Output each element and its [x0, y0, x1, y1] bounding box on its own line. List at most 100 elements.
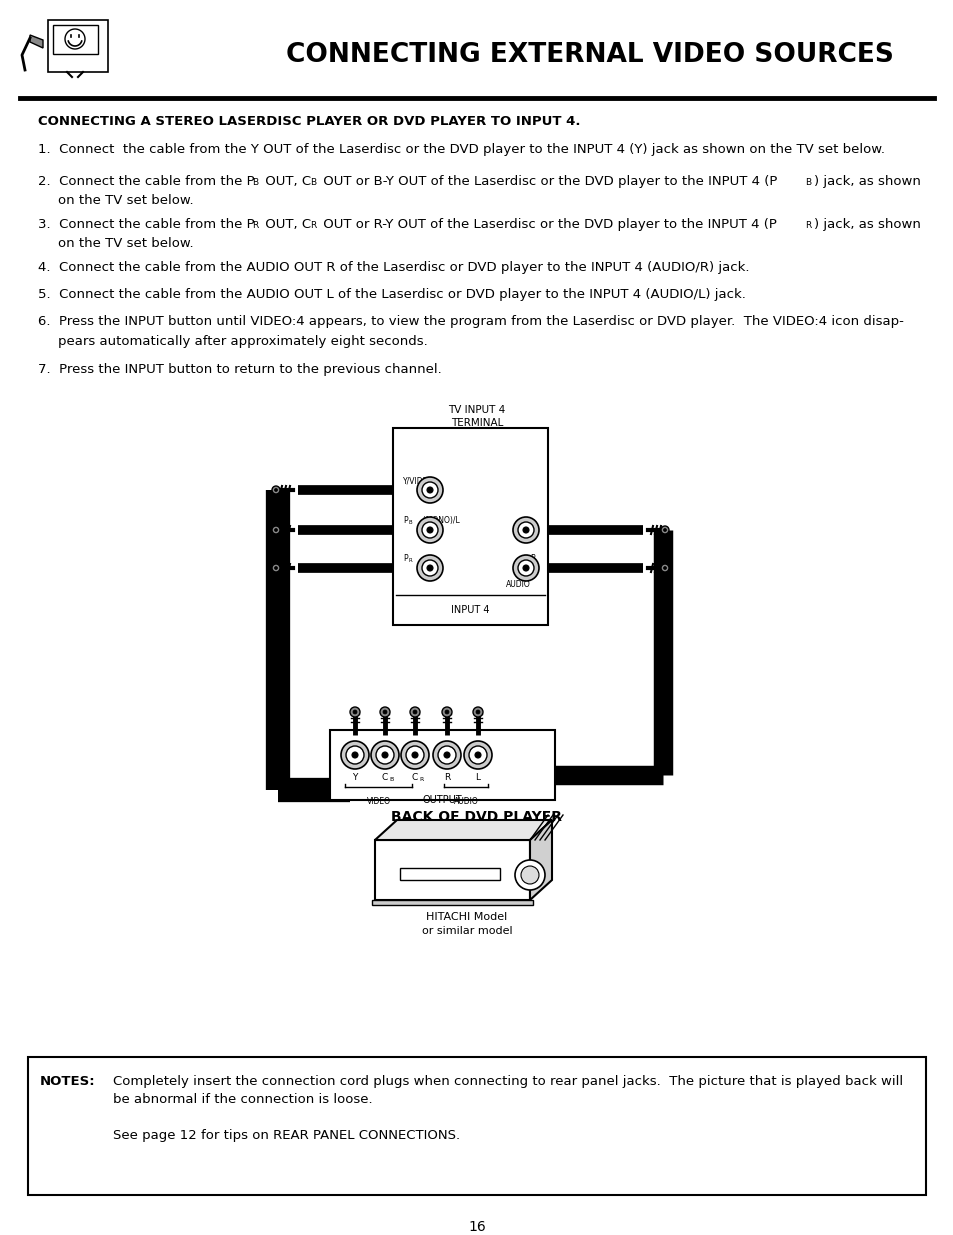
Circle shape: [476, 710, 479, 714]
Polygon shape: [30, 35, 43, 48]
Circle shape: [412, 752, 417, 758]
Circle shape: [441, 706, 452, 718]
Text: R: R: [443, 773, 450, 782]
Text: B: B: [389, 777, 393, 782]
Text: 5.  Connect the cable from the AUDIO OUT L of the Laserdisc or DVD player to the: 5. Connect the cable from the AUDIO OUT …: [38, 288, 745, 301]
Text: 6.  Press the INPUT button until VIDEO:4 appears, to view the program from the L: 6. Press the INPUT button until VIDEO:4 …: [38, 315, 902, 329]
Circle shape: [416, 477, 442, 503]
Circle shape: [65, 28, 85, 49]
Circle shape: [522, 564, 529, 571]
Text: P: P: [402, 555, 407, 563]
Circle shape: [421, 482, 437, 498]
Text: OUT, C: OUT, C: [261, 219, 311, 231]
Text: VIDEO: VIDEO: [366, 797, 390, 806]
Text: OUT, C: OUT, C: [261, 175, 311, 188]
Circle shape: [662, 529, 666, 531]
Text: on the TV set below.: on the TV set below.: [58, 237, 193, 249]
Circle shape: [416, 555, 442, 580]
Bar: [28, 1057, 925, 1195]
Polygon shape: [530, 820, 552, 900]
Circle shape: [371, 741, 398, 769]
Polygon shape: [375, 820, 552, 840]
Circle shape: [406, 746, 423, 764]
Text: OUT or R-Y OUT of the Laserdisc or the DVD player to the INPUT 4 (P: OUT or R-Y OUT of the Laserdisc or the D…: [318, 219, 776, 231]
Text: AUDIO: AUDIO: [505, 580, 530, 589]
Text: 2.  Connect the cable from the P: 2. Connect the cable from the P: [38, 175, 254, 188]
Text: INPUT 4: INPUT 4: [451, 605, 489, 615]
Text: R: R: [804, 221, 810, 230]
Text: Y: Y: [352, 773, 357, 782]
Circle shape: [416, 517, 442, 543]
Text: CONNECTING A STEREO LASERDISC PLAYER OR DVD PLAYER TO INPUT 4.: CONNECTING A STEREO LASERDISC PLAYER OR …: [38, 115, 579, 128]
Bar: [53, 25, 98, 54]
Text: Completely insert the connection cord plugs when connecting to rear panel jacks.: Completely insert the connection cord pl…: [112, 1074, 902, 1107]
Circle shape: [413, 710, 416, 714]
Text: pears automatically after approximately eight seconds.: pears automatically after approximately …: [58, 335, 427, 348]
Circle shape: [381, 752, 388, 758]
Circle shape: [662, 567, 666, 569]
Circle shape: [272, 564, 280, 572]
Text: OUTPUT: OUTPUT: [422, 795, 462, 805]
Text: 16: 16: [468, 1220, 485, 1234]
Text: 7.  Press the INPUT button to return to the previous channel.: 7. Press the INPUT button to return to t…: [38, 363, 441, 375]
Text: R: R: [310, 221, 315, 230]
Text: B: B: [409, 520, 413, 525]
Text: HITACHI Model
or similar model: HITACHI Model or similar model: [421, 911, 512, 936]
Circle shape: [375, 746, 394, 764]
Bar: [399, 868, 499, 881]
Circle shape: [421, 522, 437, 538]
Circle shape: [382, 710, 387, 714]
Text: L: L: [475, 773, 480, 782]
Text: on the TV set below.: on the TV set below.: [58, 194, 193, 207]
Text: C: C: [412, 773, 417, 782]
Circle shape: [421, 559, 437, 576]
Circle shape: [437, 746, 456, 764]
Bar: [375, 840, 530, 900]
Text: R: R: [409, 558, 413, 563]
Circle shape: [463, 741, 492, 769]
Circle shape: [427, 564, 433, 571]
Text: 1.  Connect  the cable from the Y OUT of the Laserdisc or the DVD player to the : 1. Connect the cable from the Y OUT of t…: [38, 143, 884, 156]
Circle shape: [660, 564, 668, 572]
Circle shape: [515, 860, 544, 890]
Circle shape: [272, 487, 280, 494]
Circle shape: [340, 741, 369, 769]
Text: B: B: [252, 178, 258, 186]
Text: C: C: [381, 773, 388, 782]
Circle shape: [520, 866, 538, 884]
Circle shape: [517, 559, 534, 576]
Circle shape: [400, 741, 429, 769]
Text: (MONO)/L: (MONO)/L: [417, 516, 459, 525]
Circle shape: [513, 517, 538, 543]
Circle shape: [410, 706, 419, 718]
Circle shape: [513, 555, 538, 580]
Text: R: R: [252, 221, 258, 230]
Circle shape: [444, 710, 449, 714]
Circle shape: [469, 746, 486, 764]
Text: BACK OF DVD PLAYER: BACK OF DVD PLAYER: [391, 810, 562, 824]
Circle shape: [427, 527, 433, 534]
Circle shape: [350, 706, 359, 718]
Circle shape: [660, 526, 668, 534]
Text: R: R: [418, 777, 423, 782]
Circle shape: [427, 487, 433, 493]
Circle shape: [433, 741, 460, 769]
Circle shape: [352, 752, 357, 758]
Text: ) jack, as shown: ) jack, as shown: [813, 219, 920, 231]
Text: NOTES:: NOTES:: [40, 1074, 95, 1088]
Text: P: P: [402, 516, 407, 525]
Text: Y/VIDEO: Y/VIDEO: [402, 475, 434, 485]
Text: TV INPUT 4
TERMINAL: TV INPUT 4 TERMINAL: [448, 405, 505, 429]
Circle shape: [473, 706, 482, 718]
Text: B: B: [310, 178, 315, 186]
Text: CONNECTING EXTERNAL VIDEO SOURCES: CONNECTING EXTERNAL VIDEO SOURCES: [286, 42, 893, 68]
Text: R: R: [530, 555, 536, 563]
Circle shape: [274, 529, 277, 531]
Circle shape: [272, 526, 280, 534]
Circle shape: [475, 752, 480, 758]
Bar: [393, 429, 547, 625]
Text: ) jack, as shown: ) jack, as shown: [813, 175, 920, 188]
Text: See page 12 for tips on REAR PANEL CONNECTIONS.: See page 12 for tips on REAR PANEL CONNE…: [112, 1129, 459, 1142]
Bar: [330, 730, 555, 800]
Text: AUDIO: AUDIO: [453, 797, 477, 806]
